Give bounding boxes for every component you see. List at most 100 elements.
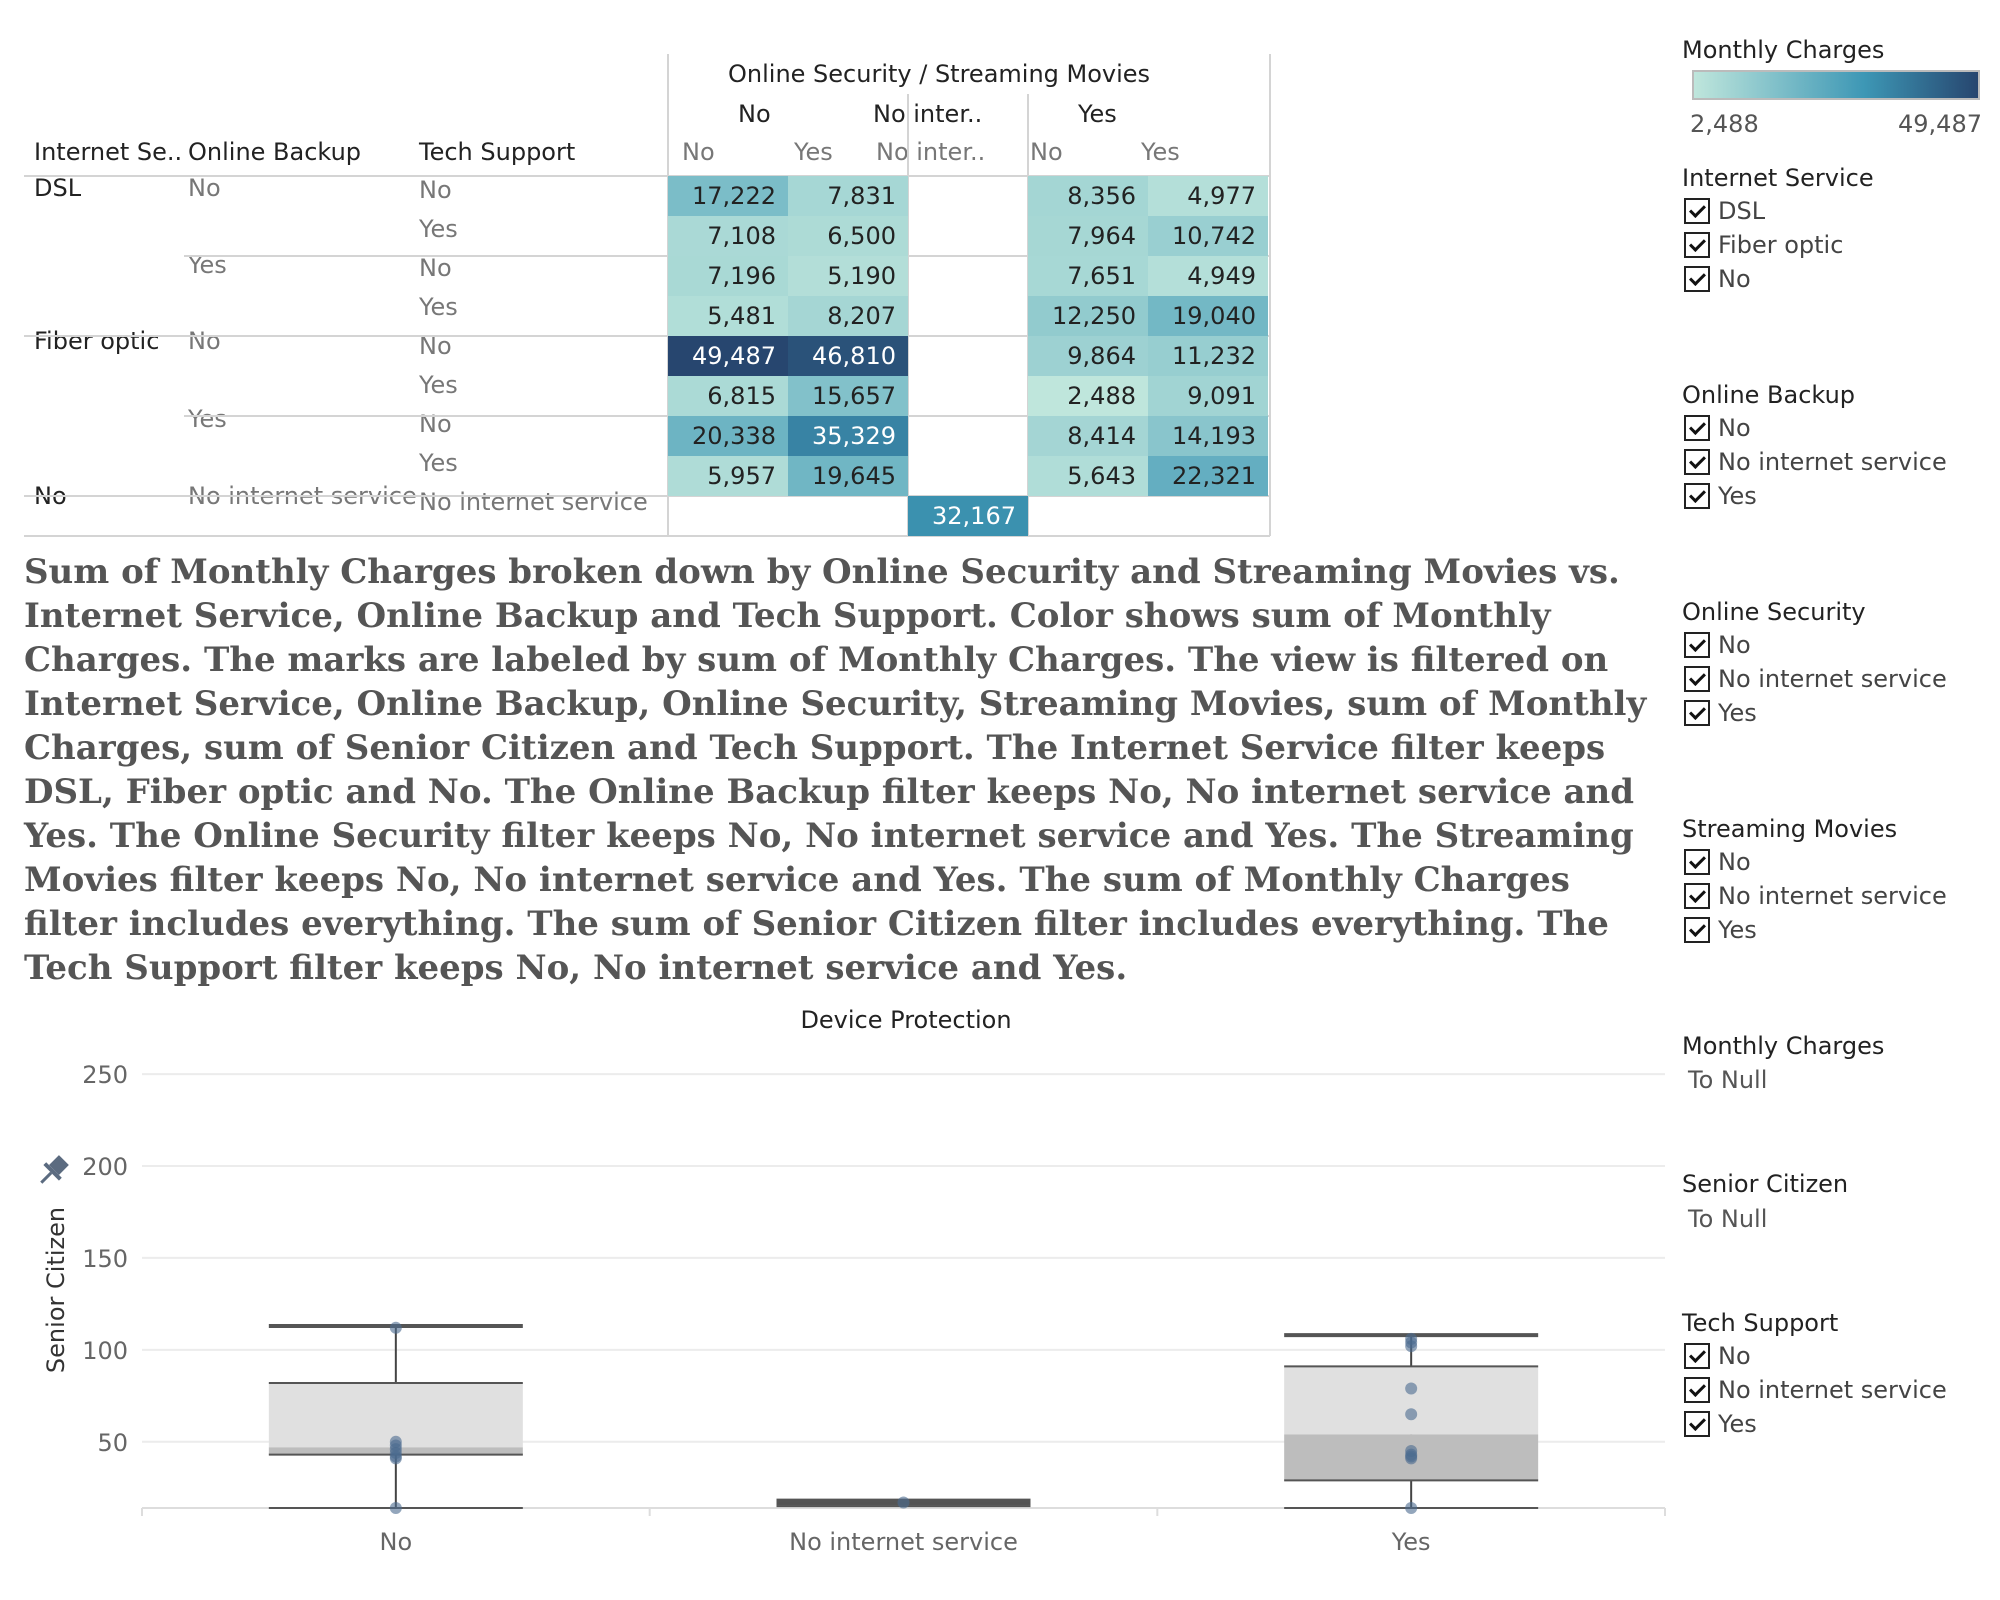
data-point: [1405, 1382, 1418, 1395]
tech-label: No: [419, 176, 452, 204]
checkbox-checked-icon[interactable]: [1684, 266, 1710, 292]
box-group: Yes: [1284, 1332, 1539, 1556]
internet-label-fiber-optic: Fiber optic: [34, 327, 160, 355]
bottom-rule: [24, 535, 1270, 537]
security-group-yes: Yes: [1078, 100, 1117, 128]
col-rule: [1269, 54, 1271, 536]
movies-col-no-internet: No inter..: [876, 138, 986, 166]
filter-value-monthly-charges[interactable]: To Null: [1688, 1066, 1768, 1094]
data-point: [389, 1435, 402, 1448]
heatmap-cell[interactable]: 8,356: [1028, 176, 1148, 216]
heatmap-cell[interactable]: 4,977: [1148, 176, 1268, 216]
heatmap-cell[interactable]: 17,222: [668, 176, 788, 216]
heatmap-cell[interactable]: 6,500: [788, 216, 908, 256]
filter-option-dsl[interactable]: DSL: [1684, 194, 1765, 228]
data-point: [897, 1496, 910, 1509]
checkbox-checked-icon[interactable]: [1684, 198, 1710, 224]
heatmap-cell[interactable]: 7,964: [1028, 216, 1148, 256]
heatmap-cell[interactable]: 5,481: [668, 296, 788, 336]
heatmap-cell[interactable]: 22,321: [1148, 456, 1268, 496]
security-group-no-internet: No inter..: [873, 100, 983, 128]
tech-label: Yes: [419, 449, 458, 477]
heatmap-cell[interactable]: 14,193: [1148, 416, 1268, 456]
filter-option-yes[interactable]: Yes: [1684, 479, 1757, 513]
checkbox-checked-icon[interactable]: [1684, 483, 1710, 509]
filter-option-no[interactable]: No: [1684, 262, 1751, 296]
heatmap-cell[interactable]: 8,414: [1028, 416, 1148, 456]
heatmap-cell[interactable]: 5,190: [788, 256, 908, 296]
heatmap-cell[interactable]: 8,207: [788, 296, 908, 336]
heatmap-cell[interactable]: 7,651: [1028, 256, 1148, 296]
heatmap-cell[interactable]: 9,091: [1148, 376, 1268, 416]
heatmap-cell[interactable]: 5,643: [1028, 456, 1148, 496]
view-caption: Sum of Monthly Charges broken down by On…: [24, 552, 1647, 988]
heatmap-cell[interactable]: 10,742: [1148, 216, 1268, 256]
legend-max-label: 49,487: [1898, 110, 1982, 138]
data-point: [1405, 1332, 1418, 1345]
heatmap-cell[interactable]: 32,167: [908, 496, 1028, 536]
filter-option-no[interactable]: No: [1684, 845, 1751, 879]
filter-option-no-internet-service[interactable]: No internet service: [1684, 1373, 1947, 1407]
checkbox-checked-icon[interactable]: [1684, 883, 1710, 909]
checkbox-checked-icon[interactable]: [1684, 700, 1710, 726]
filter-option-no-internet-service[interactable]: No internet service: [1684, 445, 1947, 479]
checkbox-checked-icon[interactable]: [1684, 415, 1710, 441]
backup-label-dsl-yes: Yes: [188, 251, 227, 279]
heatmap-cell[interactable]: 15,657: [788, 376, 908, 416]
row-rule: [24, 335, 1270, 337]
checkbox-checked-icon[interactable]: [1684, 1411, 1710, 1437]
pin-icon[interactable]: [33, 1152, 71, 1190]
heatmap-cell[interactable]: 19,040: [1148, 296, 1268, 336]
column-group-title: Online Security / Streaming Movies: [728, 60, 1151, 88]
filter-option-no-internet-service[interactable]: No internet service: [1684, 662, 1947, 696]
filter-option-no-internet-service[interactable]: No internet service: [1684, 879, 1947, 913]
heatmap-cell[interactable]: 11,232: [1148, 336, 1268, 376]
tech-label: No: [419, 332, 452, 360]
color-legend-bar: [1692, 70, 1980, 100]
heatmap-cell[interactable]: 19,645: [788, 456, 908, 496]
heatmap-cell[interactable]: 5,957: [668, 456, 788, 496]
data-point: [1405, 1408, 1418, 1421]
heatmap-cell[interactable]: 4,949: [1148, 256, 1268, 296]
heatmap-cell[interactable]: 46,810: [788, 336, 908, 376]
y-tick-label: 150: [82, 1245, 128, 1273]
heatmap-cell[interactable]: 7,108: [668, 216, 788, 256]
filter-title-tech-support: Tech Support: [1682, 1309, 1839, 1337]
filter-option-no[interactable]: No: [1684, 628, 1751, 662]
checkbox-checked-icon[interactable]: [1684, 232, 1710, 258]
internet-label-dsl: DSL: [34, 174, 82, 202]
x-tick-label: No internet service: [789, 1528, 1018, 1556]
tech-label: Yes: [419, 371, 458, 399]
data-point: [389, 1321, 402, 1334]
row-header-internet-service: Internet Se..: [34, 138, 183, 166]
filter-option-fiber-optic[interactable]: Fiber optic: [1684, 228, 1843, 262]
filter-title-monthly-charges: Monthly Charges: [1682, 1032, 1885, 1060]
filter-option-no[interactable]: No: [1684, 411, 1751, 445]
filter-title-streaming-movies: Streaming Movies: [1682, 815, 1898, 843]
heatmap-cell[interactable]: 7,196: [668, 256, 788, 296]
filter-value-senior-citizen[interactable]: To Null: [1688, 1205, 1768, 1233]
heatmap-cell[interactable]: 9,864: [1028, 336, 1148, 376]
filter-option-yes[interactable]: Yes: [1684, 913, 1757, 947]
tech-label: Yes: [419, 215, 458, 243]
checkbox-checked-icon[interactable]: [1684, 632, 1710, 658]
heatmap-cell[interactable]: 35,329: [788, 416, 908, 456]
checkbox-checked-icon[interactable]: [1684, 449, 1710, 475]
x-tick-label: No: [380, 1528, 413, 1556]
filter-option-no[interactable]: No: [1684, 1339, 1751, 1373]
heatmap-cell[interactable]: 20,338: [668, 416, 788, 456]
checkbox-checked-icon[interactable]: [1684, 666, 1710, 692]
checkbox-checked-icon[interactable]: [1684, 917, 1710, 943]
heatmap-cell[interactable]: 7,831: [788, 176, 908, 216]
heatmap-cell[interactable]: 12,250: [1028, 296, 1148, 336]
heatmap-cell[interactable]: 2,488: [1028, 376, 1148, 416]
heatmap-cell[interactable]: 49,487: [668, 336, 788, 376]
checkbox-checked-icon[interactable]: [1684, 1377, 1710, 1403]
checkbox-checked-icon[interactable]: [1684, 1343, 1710, 1369]
heatmap-cell[interactable]: 6,815: [668, 376, 788, 416]
checkbox-checked-icon[interactable]: [1684, 849, 1710, 875]
filter-option-yes[interactable]: Yes: [1684, 696, 1757, 730]
box-upper: [1284, 1366, 1539, 1435]
tech-label: No: [419, 254, 452, 282]
filter-option-yes[interactable]: Yes: [1684, 1407, 1757, 1441]
